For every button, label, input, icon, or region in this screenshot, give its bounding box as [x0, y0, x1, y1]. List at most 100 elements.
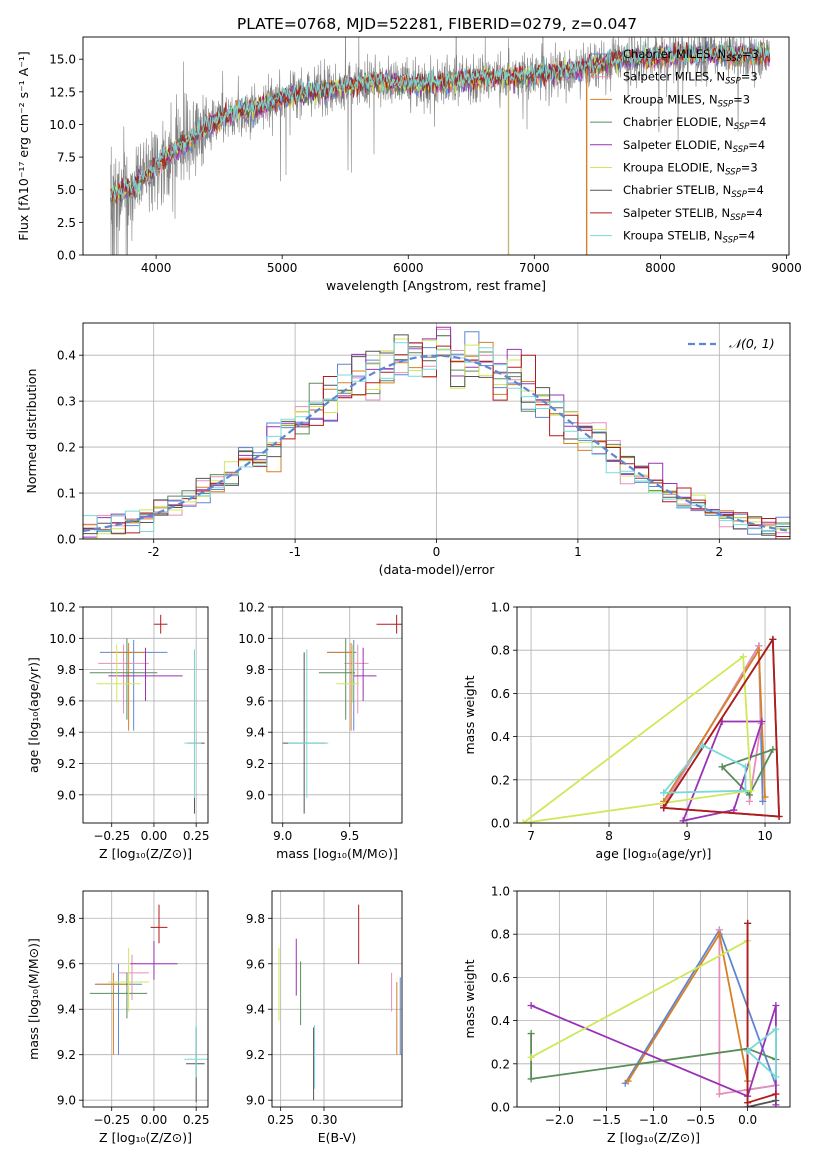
normal-curve-line: [83, 354, 790, 532]
legend-nssp-value: =4: [738, 229, 755, 243]
histogram-step-line: [83, 342, 790, 532]
mass-weight-line: [746, 1027, 777, 1079]
legend-subscript: SSP: [725, 168, 741, 178]
x-tick-label: 0.00: [141, 829, 168, 843]
y-tick-label: 0.2: [57, 441, 76, 455]
x-tick-label: 2: [715, 545, 723, 559]
legend-label-text: Kroupa ELODIE, N: [623, 161, 725, 175]
legend-label: Salpeter STELIB, NSSP=4: [623, 206, 763, 223]
x-tick-label: 10: [757, 829, 772, 843]
plus-marker: [679, 817, 687, 823]
x-tick-label: −1.0: [639, 1113, 668, 1127]
legend-subscript: SSP: [731, 190, 747, 200]
x-tick-label: -2: [148, 545, 160, 559]
plus-marker: [745, 797, 753, 805]
y-tick-label: 9.8: [246, 912, 265, 926]
legend-nssp-value: =4: [748, 138, 765, 152]
y-axis-label: mass weight: [462, 675, 477, 754]
x-tick-label: 6000: [393, 261, 424, 275]
legend-subscript: SSP: [723, 236, 739, 246]
y-tick-label: 0.0: [57, 533, 76, 547]
y-tick-label: 0.6: [491, 687, 510, 701]
legend-label: Chabrier MILES, NSSP=3: [623, 47, 759, 64]
legend-label-text: Salpeter MILES, N: [623, 70, 725, 84]
legend-nssp-value: =3: [741, 70, 758, 84]
y-tick-label: 12.5: [49, 85, 76, 99]
age_vs_Z-panel: −0.25 0.00 0.25 9.0 9.2 9.4 9.6 9.8 10.0 10.2 Z [l…: [26, 601, 210, 862]
y-tick-label: 15.0: [49, 53, 76, 67]
plot-area: [89, 904, 208, 1103]
y-tick-label: 9.8: [57, 663, 76, 677]
y-tick-label: 9.4: [246, 1003, 265, 1017]
y-axis-label: mass weight: [462, 959, 477, 1038]
mass-weight-line: [530, 939, 749, 1059]
x-axis-label: age [log₁₀(age/yr)]: [596, 846, 712, 861]
x-tick-label: 0.00: [141, 1113, 168, 1127]
y-tick-label: 0.3: [57, 395, 76, 409]
plus-marker: [759, 797, 767, 805]
x-tick-label: −1.5: [592, 1113, 621, 1127]
y-tick-label: 10.2: [238, 601, 265, 615]
legend-label-text: Kroupa MILES, N: [623, 92, 718, 106]
x-tick-label: 0.30: [311, 1113, 338, 1127]
legend-nssp-value: =3: [741, 161, 758, 175]
x-axis-label: Z [log₁₀(Z/Z⊙)]: [99, 1130, 192, 1145]
y-tick-label: 10.0: [238, 632, 265, 646]
y-tick-label: 5.0: [57, 183, 76, 197]
plus-marker: [772, 1001, 780, 1009]
x-axis-label: E(B-V): [318, 1130, 357, 1145]
y-tick-label: 9.8: [246, 663, 265, 677]
plus-marker: [527, 1030, 535, 1038]
plus-marker: [527, 1053, 535, 1061]
y-tick-label: 9.4: [57, 1003, 76, 1017]
model-fit-line: [110, 40, 771, 201]
legend-label: Kroupa STELIB, NSSP=4: [623, 229, 755, 246]
legend-subscript: SSP: [733, 145, 749, 155]
y-tick-label: 0.2: [491, 773, 510, 787]
plus-marker: [715, 930, 723, 938]
plot-area: [282, 614, 402, 814]
y-tick-label: 9.6: [57, 957, 76, 971]
y-tick-label: 9.6: [57, 694, 76, 708]
x-tick-label: 9.5: [340, 829, 359, 843]
y-axis-label: Flux [fλ10⁻¹⁷ erg cm⁻² s⁻¹ A⁻¹]: [16, 51, 31, 240]
y-tick-label: 0.0: [57, 249, 76, 263]
y-tick-label: 9.2: [57, 757, 76, 771]
x-tick-label: 1: [574, 545, 582, 559]
weight_vs_age-panel: 7 8 9 10 0.0 0.2 0.4 0.6 0.8 1.0 age [log₁₀(age/yr…: [462, 601, 791, 861]
mass_vs_Z-panel: −0.25 0.00 0.25 9.0 9.2 9.4 9.6 9.8 Z [log₁₀(Z/Z…: [26, 890, 210, 1145]
axes-frame: [82, 606, 209, 824]
axes-frame: [271, 606, 403, 824]
legend-label: Chabrier ELODIE, NSSP=4: [623, 115, 766, 132]
legend-subscript: SSP: [734, 122, 750, 132]
y-tick-label: 9.6: [246, 957, 265, 971]
legend-label: Salpeter ELODIE, NSSP=4: [623, 138, 765, 155]
x-tick-label: 7000: [519, 261, 550, 275]
y-tick-label: 7.5: [57, 151, 76, 165]
legend-label-text: Kroupa STELIB, N: [623, 229, 723, 243]
y-tick-label: 9.8: [57, 912, 76, 926]
axes-frame: [271, 890, 403, 1108]
x-tick-label: −0.25: [93, 829, 130, 843]
y-tick-label: 9.2: [246, 757, 265, 771]
plus-marker: [699, 741, 707, 749]
legend-nssp-value: =4: [746, 206, 763, 220]
x-tick-label: −0.25: [93, 1113, 130, 1127]
legend-label-text: Chabrier ELODIE, N: [623, 115, 734, 129]
y-tick-label: 9.0: [246, 1094, 265, 1108]
axes-frame: [82, 36, 790, 256]
plus-marker: [744, 1099, 752, 1107]
x-axis-label: (data-model)/error: [379, 562, 496, 577]
x-tick-label: −2.0: [545, 1113, 574, 1127]
y-axis-label: mass [log₁₀(M/M⊙)]: [26, 938, 41, 1060]
plus-marker: [739, 653, 747, 661]
x-tick-label: 4000: [141, 261, 172, 275]
y-tick-label: 9.2: [57, 1048, 76, 1062]
mass_vs_ebv-panel: 0.25 0.30 9.0 9.2 9.4 9.6 9.8 E(B-V): [246, 890, 403, 1145]
plus-marker: [660, 789, 668, 797]
plus-marker: [769, 746, 777, 754]
y-tick-label: 0.4: [491, 1014, 510, 1028]
histogram-step-line: [83, 326, 790, 539]
plot-area: [278, 904, 401, 1101]
spectrum-title: PLATE=0768, MJD=52281, FIBERID=0279, z=0…: [237, 15, 637, 33]
